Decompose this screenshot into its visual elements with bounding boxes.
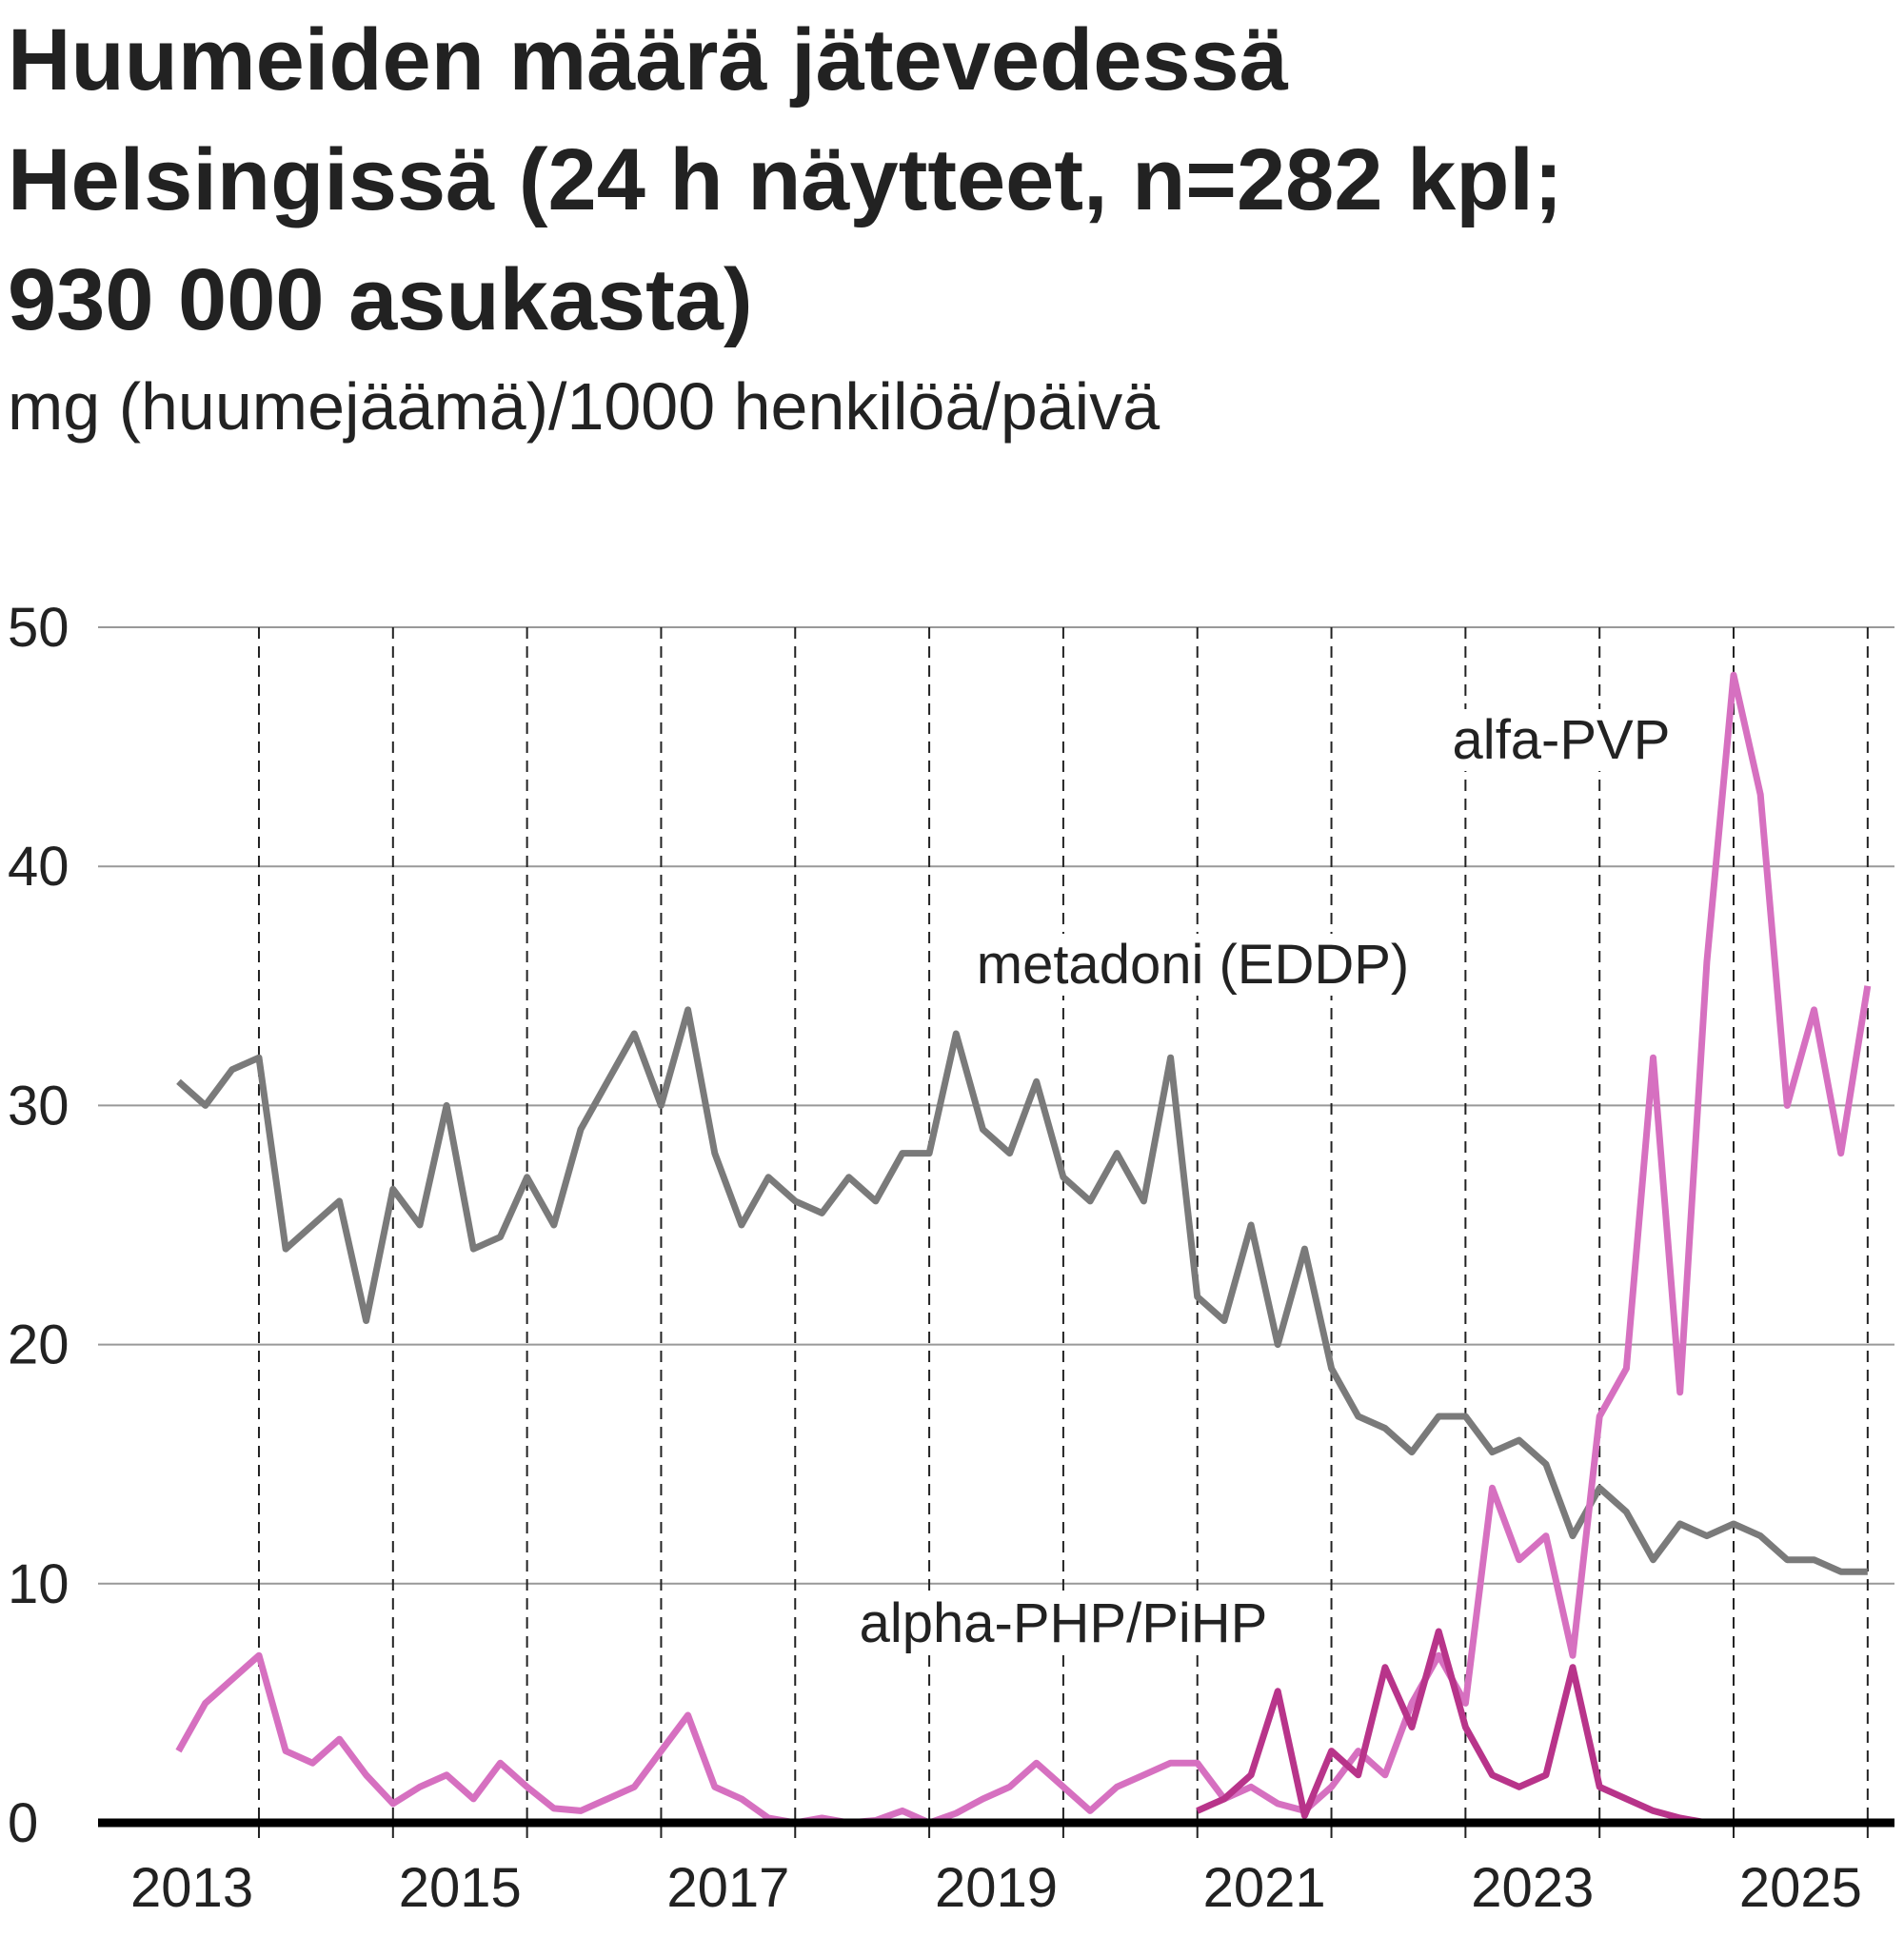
label-background <box>1446 709 1676 771</box>
x-tick-label: 2021 <box>1203 1857 1326 1919</box>
y-tick-label: 0 <box>8 1792 38 1854</box>
x-tick-label: 2015 <box>399 1857 522 1919</box>
x-tick-label: 2025 <box>1739 1857 1862 1919</box>
series-line <box>175 671 1872 1827</box>
series-label: alpha-PHP/PiHP <box>860 1592 1268 1654</box>
y-tick-label: 40 <box>8 836 69 898</box>
y-tick-label: 30 <box>8 1075 69 1137</box>
series-line <box>1196 1628 1868 1827</box>
x-tick-label: 2013 <box>130 1857 253 1919</box>
chart-title: Huumeiden määrä jätevedessä Helsingissä … <box>8 11 1563 348</box>
label-background <box>970 934 1416 996</box>
chart-subtitle: mg (huumejäämä)/1000 henkilöä/päivä <box>8 369 1160 444</box>
x-tick-label: 2023 <box>1471 1857 1594 1919</box>
y-tick-label: 20 <box>8 1314 69 1376</box>
label-background <box>853 1592 1274 1654</box>
series-line <box>176 1006 1868 1575</box>
series-label: metadoni (EDDP) <box>977 934 1409 996</box>
x-tick-label: 2019 <box>935 1857 1058 1919</box>
y-tick-label: 10 <box>8 1553 69 1615</box>
y-tick-label: 50 <box>8 597 69 659</box>
series-label: alfa-PVP <box>1453 709 1671 771</box>
x-tick-label: 2017 <box>666 1857 789 1919</box>
